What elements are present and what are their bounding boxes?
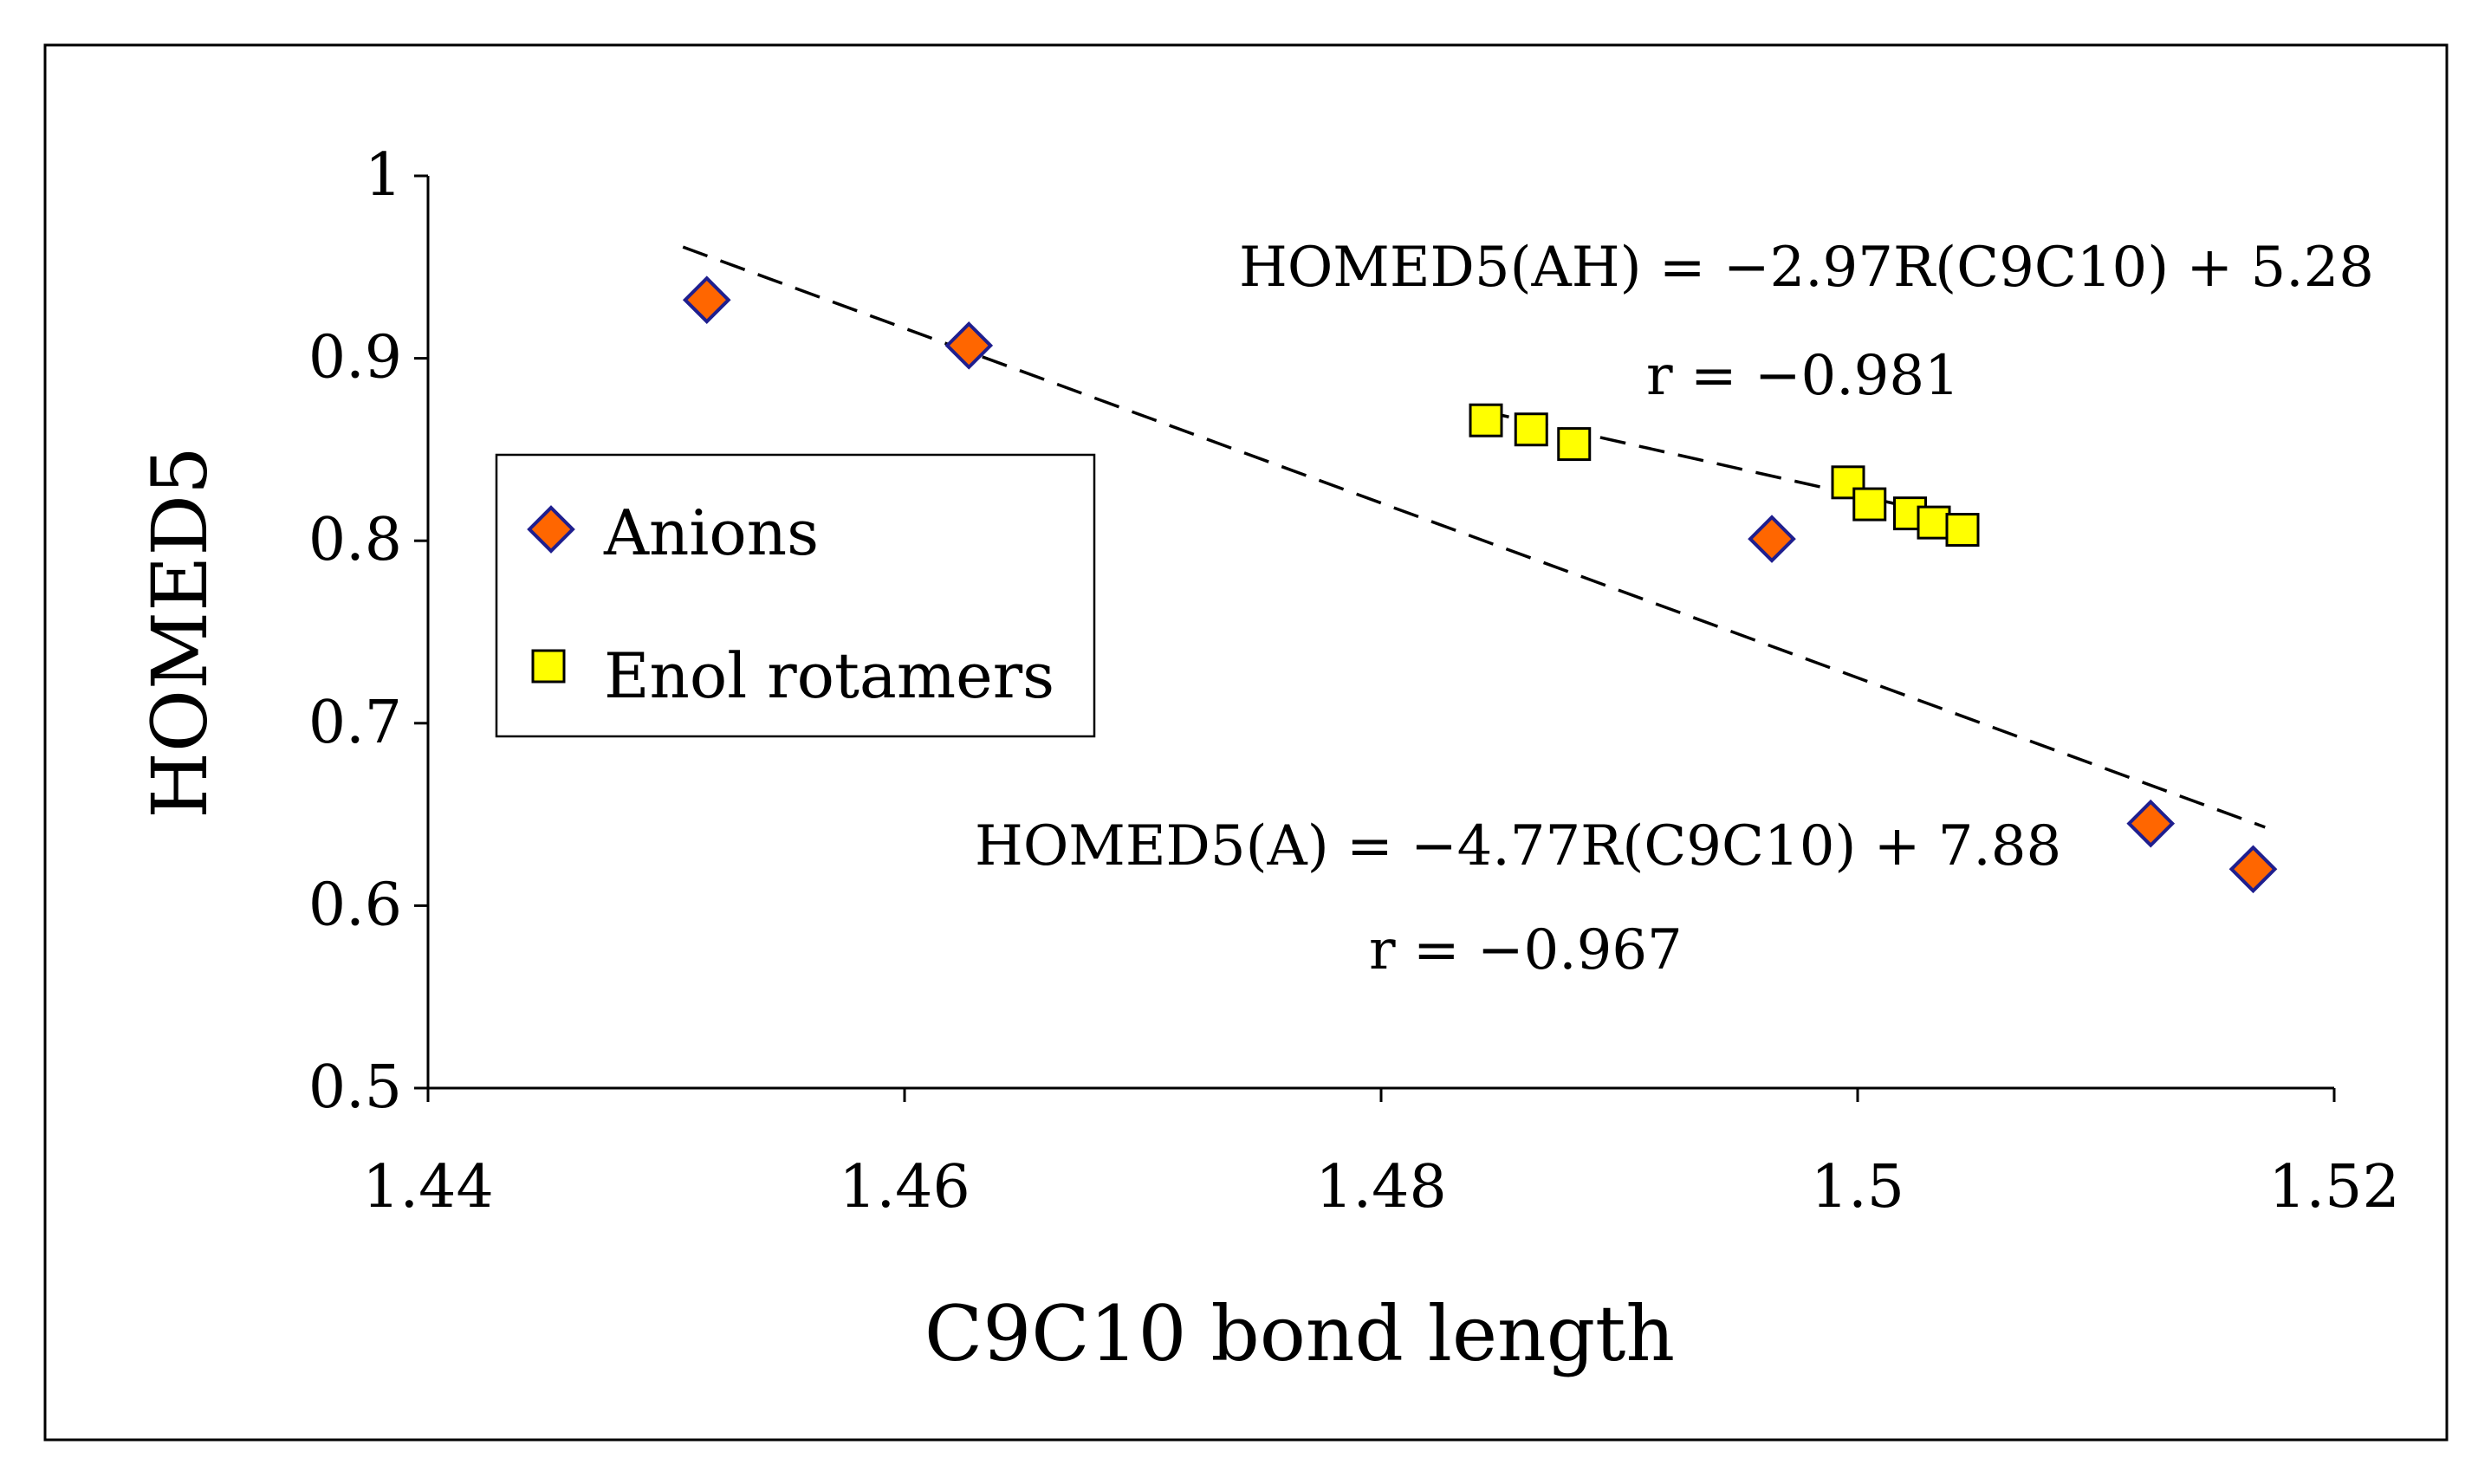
legend: Anions Enol rotamers <box>495 453 1096 738</box>
x-tick-label: 1.5 <box>1811 1153 1904 1222</box>
legend-marker-enol <box>531 649 566 684</box>
point-enol-rotamer <box>1852 487 1887 522</box>
x-tick-label: 1.52 <box>2268 1153 2399 1222</box>
y-tick-label: 0.9 <box>308 324 402 392</box>
point-enol-rotamer <box>1514 412 1548 447</box>
equation-ah: HOMED5(AH) = −2.97R(C9C10) + 5.28 <box>1239 236 2374 300</box>
y-axis-label: HOMED5 <box>135 446 224 819</box>
y-tick-label: 0.7 <box>308 689 402 757</box>
point-enol-rotamer <box>1917 505 1951 540</box>
legend-box <box>495 453 1096 738</box>
point-enol-rotamer <box>1557 427 1592 462</box>
point-anion <box>2126 799 2176 848</box>
legend-label-anions: Anions <box>603 496 819 569</box>
x-tick-label: 1.48 <box>1315 1153 1446 1222</box>
y-ticks: 0.5 0.6 0.7 0.8 0.9 1 <box>308 141 428 1122</box>
point-anion <box>944 321 994 370</box>
point-enol-rotamer <box>1469 403 1503 437</box>
x-tick-label: 1.44 <box>362 1153 493 1222</box>
r-value-a: r = −0.967 <box>1369 918 1683 982</box>
point-enol-rotamer <box>1945 513 1980 548</box>
y-tick-label: 1 <box>365 141 402 210</box>
chart-border <box>43 43 2449 1442</box>
point-anion <box>2228 845 2278 894</box>
x-axis-label: C9C10 bond length <box>924 1289 1675 1378</box>
legend-marker-anions <box>527 505 575 554</box>
x-ticks: 1.44 1.46 1.48 1.5 1.52 <box>362 1088 2400 1222</box>
point-anion <box>682 275 731 325</box>
y-tick-label: 0.5 <box>308 1053 402 1122</box>
point-anion <box>1748 515 1796 563</box>
r-value-ah: r = −0.981 <box>1646 344 1960 408</box>
x-tick-label: 1.46 <box>839 1153 970 1222</box>
equation-a: HOMED5(A) = −4.77R(C9C10) + 7.88 <box>975 814 2061 878</box>
y-tick-label: 0.8 <box>308 506 402 574</box>
y-tick-label: 0.6 <box>308 871 402 939</box>
legend-label-enol: Enol rotamers <box>604 639 1054 712</box>
data-points <box>682 275 2278 894</box>
